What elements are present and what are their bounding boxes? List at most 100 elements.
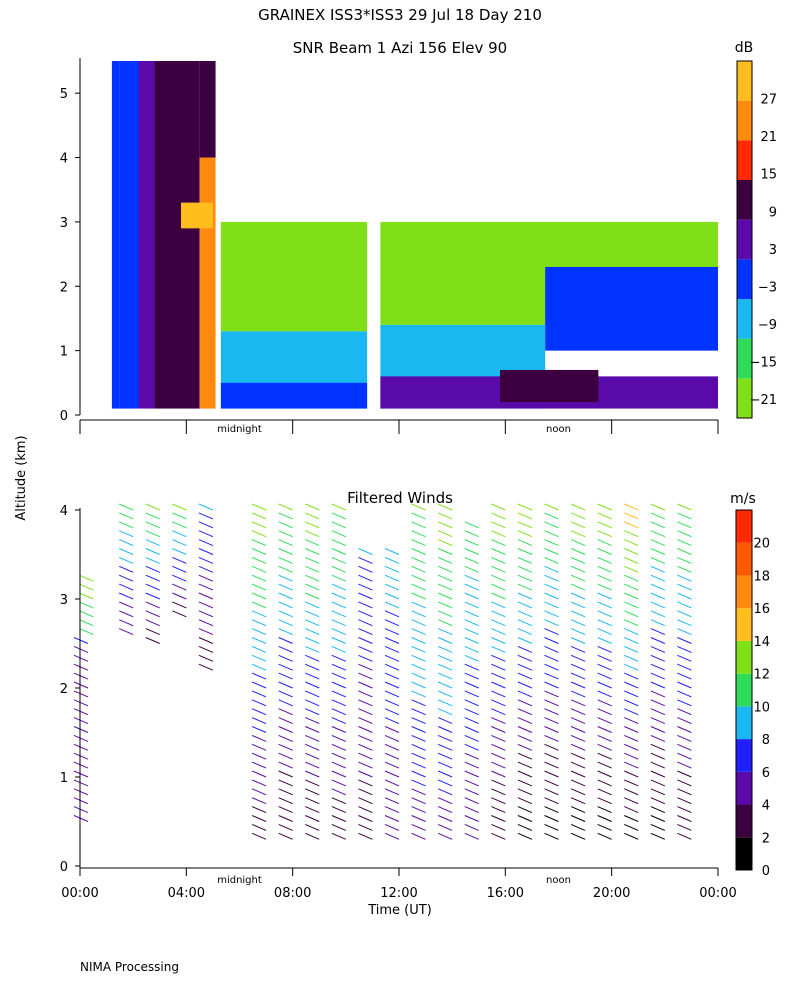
- wind-barb: [331, 619, 347, 627]
- wind-barb: [172, 565, 187, 573]
- wind-barb: [597, 530, 612, 538]
- wind-barb: [331, 717, 347, 725]
- snr-y-tick-label: 4: [60, 152, 68, 167]
- wind-barb: [411, 779, 426, 787]
- wind-barb: [650, 797, 666, 805]
- wind-barb: [251, 681, 267, 689]
- wind-barb: [145, 592, 160, 600]
- wind-barb: [677, 663, 692, 671]
- wind-barb: [331, 565, 347, 573]
- wind-barb: [624, 539, 639, 547]
- wind-barb: [118, 619, 134, 627]
- wind-barb: [544, 548, 559, 555]
- wind-barb: [517, 823, 533, 831]
- wind-barb: [544, 663, 559, 671]
- wind-barb: [198, 565, 214, 573]
- wind-barb: [624, 832, 639, 840]
- wind-barb: [278, 832, 293, 840]
- wind-barb: [331, 530, 347, 538]
- wind-barb: [464, 610, 479, 618]
- wind-barb: [73, 708, 89, 716]
- wind-barb: [251, 530, 267, 538]
- wind-barb: [278, 681, 293, 689]
- wind-barb: [305, 530, 320, 538]
- wind-barb: [597, 743, 612, 751]
- wind-colorbar-label: 0: [762, 864, 770, 879]
- wind-barb: [517, 832, 533, 840]
- wind-barb: [677, 806, 692, 814]
- wind-barb: [544, 539, 559, 547]
- wind-barb: [198, 663, 214, 671]
- wind-barb: [517, 637, 533, 644]
- wind-barb: [464, 726, 479, 733]
- wind-barb: [677, 637, 692, 644]
- wind-barb: [677, 681, 692, 689]
- wind-barb: [145, 539, 160, 547]
- wind-barb: [79, 592, 94, 600]
- wind-barb: [384, 601, 400, 609]
- wind-barb: [145, 637, 160, 644]
- wind-barb: [570, 681, 586, 689]
- wind-barb: [517, 743, 533, 751]
- wind-colorbar-swatch: [736, 608, 752, 641]
- wind-barb: [624, 521, 639, 529]
- wind-barb: [597, 637, 612, 644]
- wind-barb: [358, 717, 373, 725]
- wind-barb: [384, 806, 400, 814]
- wind-barb: [624, 752, 639, 760]
- wind-barb: [597, 565, 612, 573]
- snr-colorbar-label: −15: [750, 356, 777, 371]
- wind-barb: [437, 654, 453, 662]
- wind-barb: [677, 699, 692, 707]
- wind-barb: [544, 592, 559, 600]
- wind-barb: [517, 726, 533, 733]
- wind-barb: [624, 815, 639, 822]
- wind-barb: [677, 548, 692, 555]
- wind-barb: [358, 610, 373, 618]
- wind-barb: [677, 743, 692, 751]
- wind-barb: [145, 565, 160, 573]
- wind-barb: [278, 672, 293, 680]
- wind-barb: [624, 823, 639, 831]
- wind-barb: [677, 761, 692, 769]
- wind-barb: [172, 592, 187, 600]
- wind-barb: [464, 637, 479, 644]
- wind-barb: [331, 592, 347, 600]
- wind-barb: [73, 770, 89, 778]
- wind-barb: [597, 512, 612, 520]
- snr-colorbar-frame: [736, 60, 753, 419]
- wind-barb: [384, 779, 400, 787]
- wind-barb: [544, 565, 559, 573]
- wind-barb: [597, 610, 612, 618]
- wind-barb: [278, 556, 293, 564]
- wind-barb: [517, 601, 533, 609]
- wind-barb: [79, 574, 94, 582]
- wind-barb: [278, 503, 293, 511]
- wind-colorbar-label: 6: [762, 766, 770, 781]
- wind-barb: [411, 548, 426, 555]
- wind-barb: [544, 681, 559, 689]
- wind-barb: [437, 788, 453, 796]
- wind-barb: [411, 788, 426, 796]
- wind-barb: [570, 503, 586, 511]
- wind-barb: [437, 637, 453, 644]
- wind-colorbar-label: 14: [753, 635, 770, 650]
- wind-barb: [677, 512, 692, 520]
- wind-barb: [491, 548, 506, 555]
- wind-barb: [570, 610, 586, 618]
- wind-barb: [437, 717, 453, 725]
- wind-barb: [464, 806, 479, 814]
- wind-barb: [677, 503, 692, 511]
- wind-barb: [145, 583, 160, 591]
- wind-barb: [358, 743, 373, 751]
- wind-x-tick-label: 00:00: [699, 886, 736, 901]
- wind-barb: [544, 752, 559, 760]
- wind-barb: [305, 832, 320, 840]
- wind-barb: [624, 583, 639, 591]
- wind-barb: [650, 832, 666, 840]
- wind-barb: [570, 761, 586, 769]
- wind-barb: [305, 797, 320, 805]
- wind-barb: [464, 565, 479, 573]
- wind-barb: [384, 734, 400, 742]
- wind-barb: [624, 663, 639, 671]
